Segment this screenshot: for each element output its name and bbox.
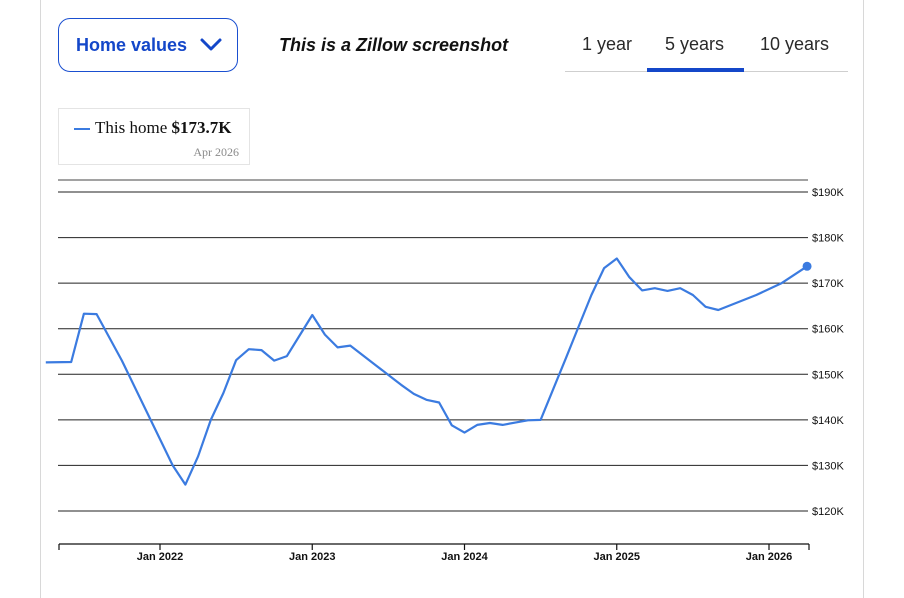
latest-value-point[interactable] (802, 261, 812, 271)
series-this-home (45, 257, 812, 486)
y-tick-label: $150K (812, 369, 844, 381)
y-tick-label: $140K (812, 415, 844, 427)
legend-value: $173.7K (171, 118, 232, 137)
x-axis: Jan 2022 Jan 2023 Jan 2024 Jan 2025 Jan 2026 (58, 543, 810, 563)
tab-1-year[interactable]: 1 year (582, 34, 633, 54)
x-tick-label: Jan 2025 (594, 551, 640, 563)
y-tick-label: $170K (812, 278, 844, 290)
legend-series-label: This home (95, 118, 168, 137)
legend-line-swatch (74, 128, 90, 130)
y-axis-labels: $190K $180K $170K $160K $150K $140K $130K $120K (812, 187, 844, 518)
x-tick-label: Jan 2026 (746, 551, 792, 563)
x-tick-label: Jan 2024 (441, 551, 488, 563)
chart-legend: This home $173.7K Apr 2026 (58, 108, 250, 165)
y-tick-label: $190K (812, 187, 844, 199)
x-tick-label: Jan 2022 (137, 551, 183, 563)
tab-10-years[interactable]: 10 years (760, 34, 830, 54)
home-values-dropdown[interactable]: Home values (58, 18, 238, 72)
y-tick-label: $120K (812, 506, 844, 518)
selected-tab-indicator (647, 68, 744, 72)
screenshot-note: This is a Zillow screenshot (279, 35, 509, 55)
chart-gridlines (58, 191, 808, 512)
dropdown-label: Home values (76, 34, 188, 55)
x-tick-label: Jan 2023 (289, 551, 335, 563)
legend-text: This home $173.7K (95, 118, 231, 138)
time-range-tabs: 1 year 5 years 10 years (565, 22, 848, 72)
y-tick-label: $160K (812, 324, 844, 336)
chart-card (40, 0, 864, 598)
chevron-down-icon (200, 38, 222, 51)
tab-5-years[interactable]: 5 years (665, 34, 725, 54)
legend-date: Apr 2026 (193, 145, 239, 159)
y-tick-label: $130K (812, 460, 844, 472)
y-tick-label: $180K (812, 233, 844, 245)
series-line (45, 257, 808, 486)
